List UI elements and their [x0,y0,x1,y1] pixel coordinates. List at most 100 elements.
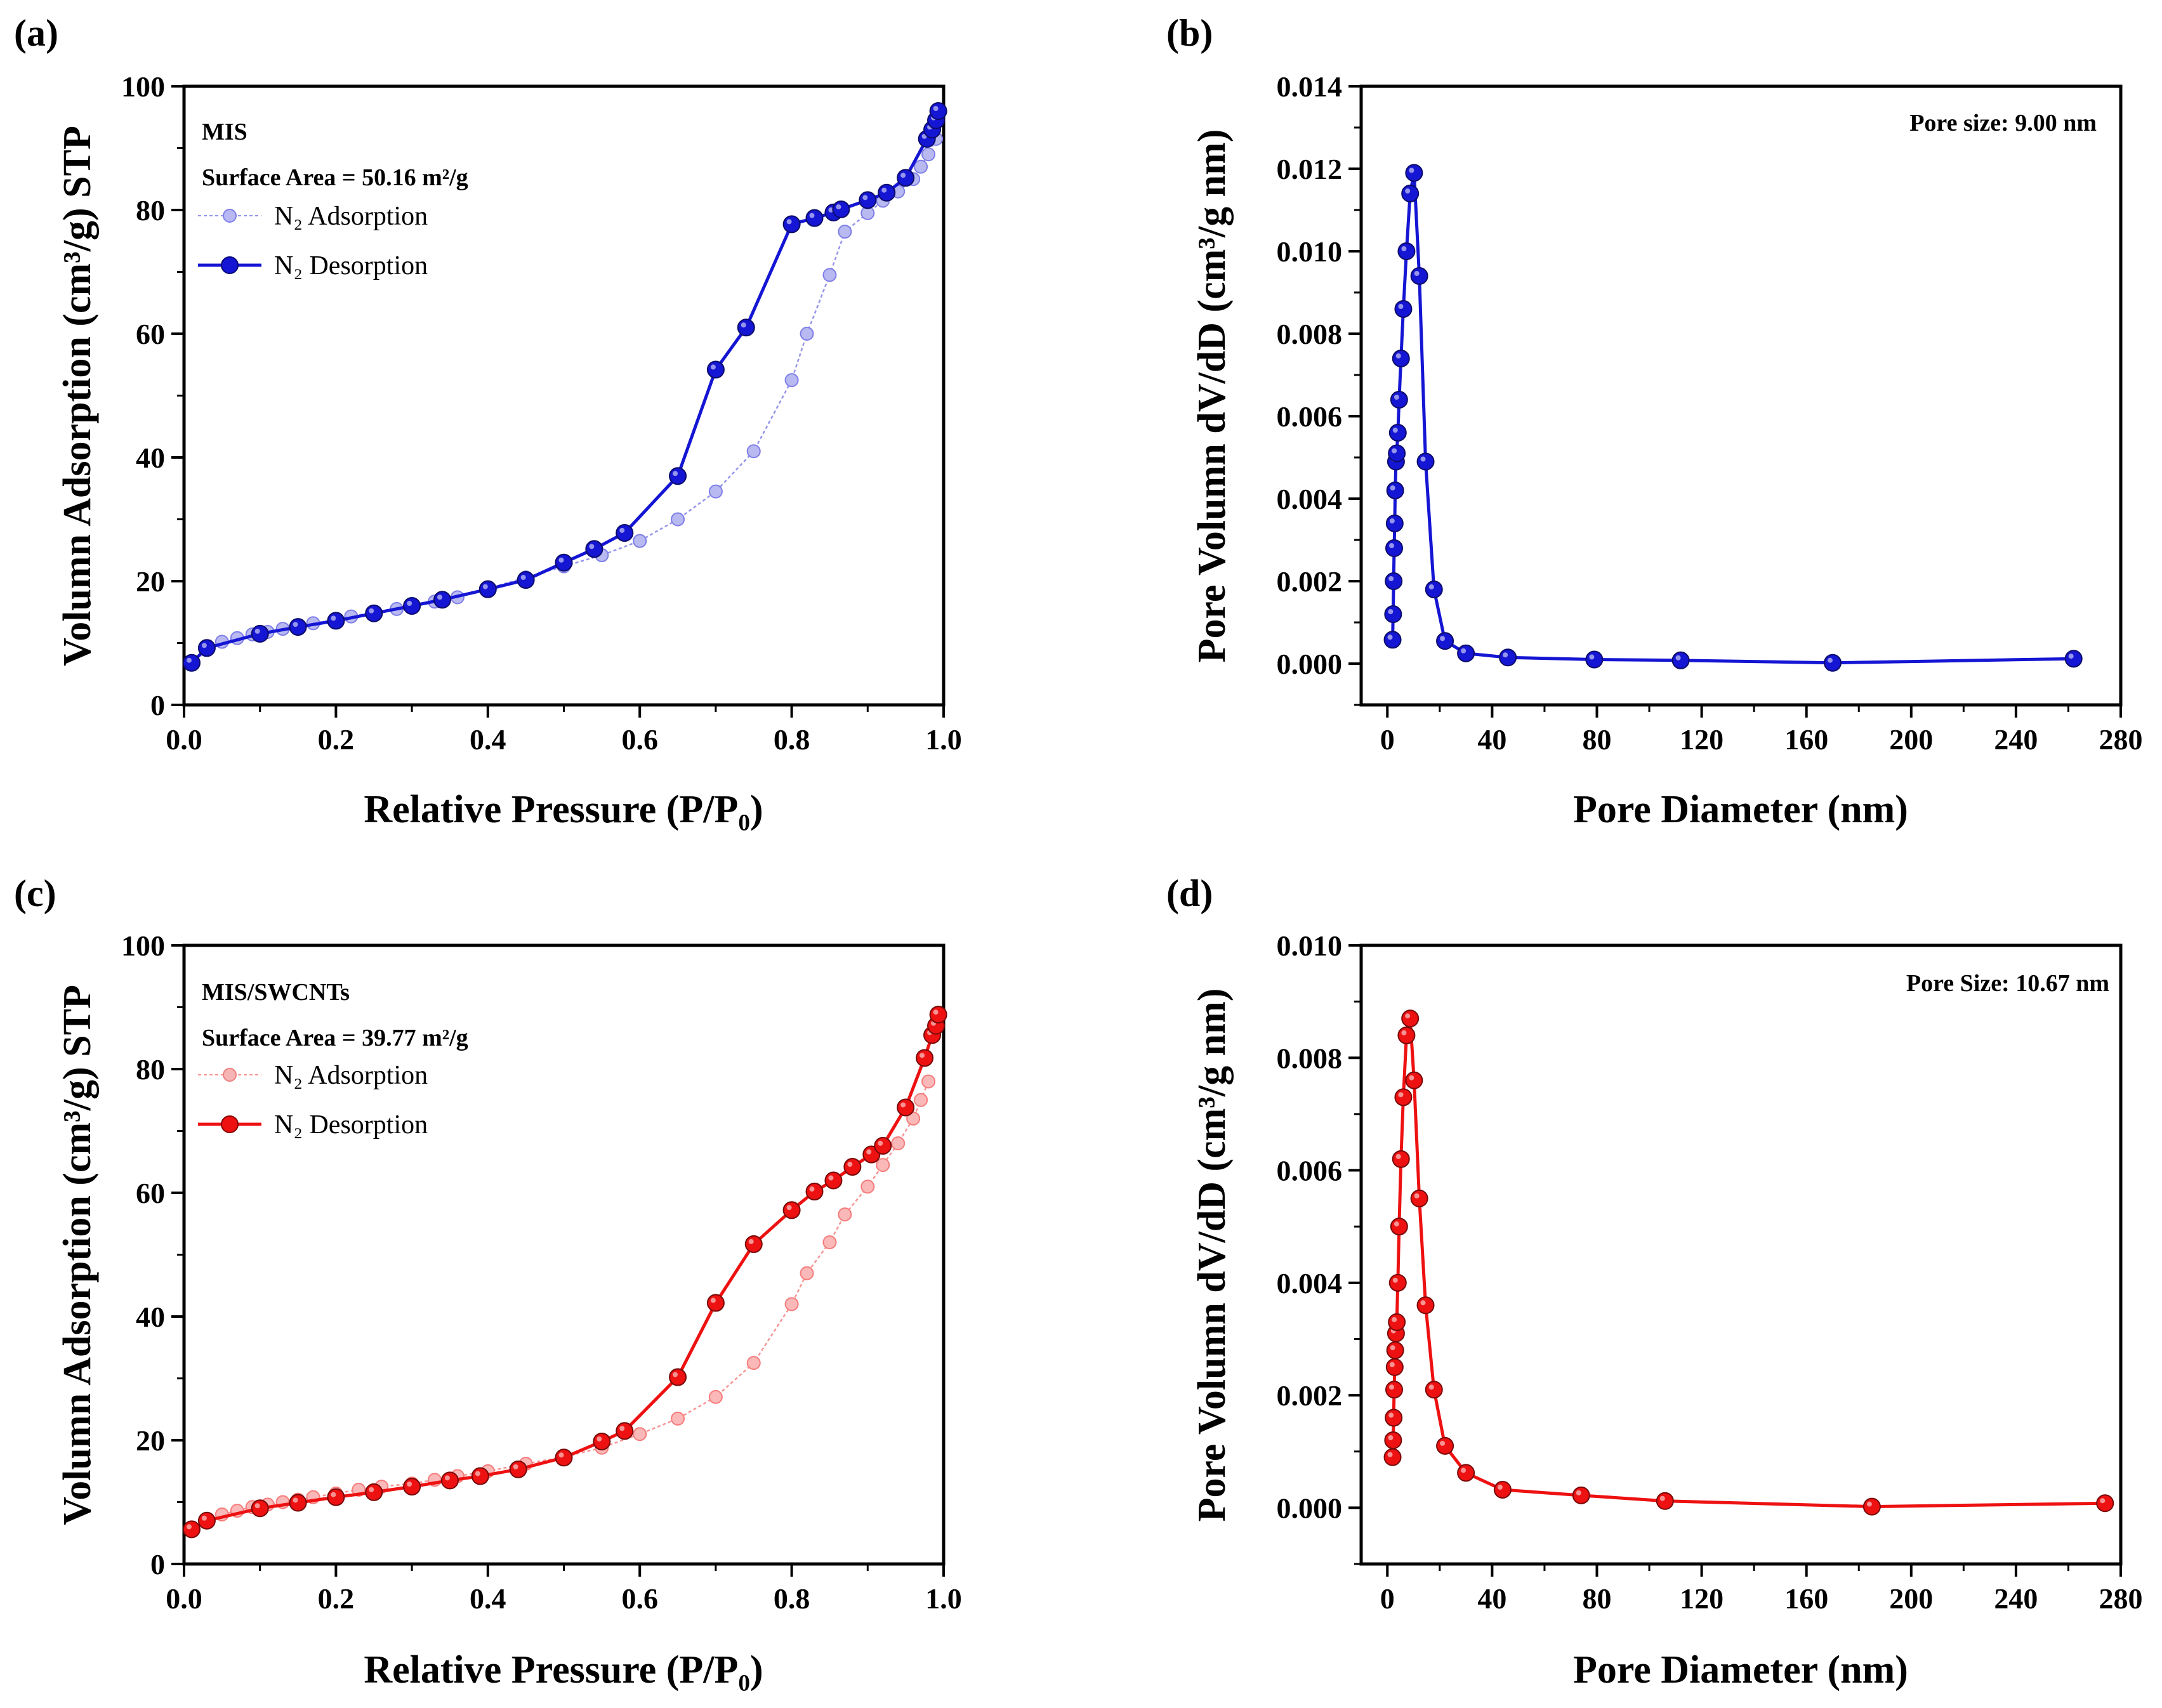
data-point-highlight [1388,609,1394,614]
pore-size-annotation: Pore size: 9.00 nm [1909,110,2097,136]
data-point [1862,1497,1881,1516]
data-point [289,1494,307,1512]
data-point [1410,1189,1428,1207]
data-point-highlight [786,219,792,225]
data-point [706,360,725,379]
pore-size-annotation: Pore Size: 10.67 nm [1906,970,2109,997]
data-point-highlight [862,195,868,200]
data-point-highlight [1389,518,1395,523]
data-point [197,1511,216,1530]
adsorption-point [914,159,928,174]
data-point-highlight [1388,576,1394,581]
data-point-highlight [1398,1092,1404,1098]
y-tick-label: 0.014 [1277,70,1343,103]
data-point-highlight [1440,636,1446,641]
data-point [1410,267,1428,285]
x-tick-label: 240 [1994,1582,2038,1615]
data-point-highlight [1414,271,1420,276]
x-tick-label: 0.6 [621,1582,658,1615]
y-tick-label: 100 [121,930,165,962]
adsorption-point [838,1207,852,1222]
x-axis-label: Relative Pressure (P/P₀) [364,1648,763,1692]
y-tick-label: 20 [136,565,165,598]
legend: N₂ Adsorption N₂ Desorption [198,1061,428,1140]
data-point [1493,1481,1512,1499]
x-tick-label: 0.8 [774,723,810,756]
data-point-highlight [1394,395,1399,400]
panel-c: (c) 0.0 0.2 0.4 0.6 0.8 1.0 0 20 40 60 80 100 Relat… [14,872,962,1692]
data-point-highlight [710,364,716,370]
data-point-highlight [1576,1490,1581,1495]
data-point [1656,1492,1674,1510]
data-point-highlight [1409,168,1414,173]
y-tick-label: 60 [136,1177,165,1209]
data-point-highlight [1675,655,1681,660]
data-point-highlight [1390,485,1395,490]
x-tick-label: 0.0 [166,723,202,756]
data-point [478,580,497,598]
data-point-highlight [828,207,834,213]
data-point-highlight [673,471,678,476]
data-point [1401,185,1420,202]
data-point [874,1136,892,1155]
data-point [1457,1464,1475,1482]
sample-name: MIS [202,119,247,145]
data-point [1457,644,1475,662]
x-tick-label: 280 [2099,723,2143,756]
data-point [555,1449,573,1467]
data-point-highlight [475,1471,480,1476]
data-point [843,1158,862,1176]
data-point-highlight [1827,657,1833,663]
adsorption-point [860,1179,875,1194]
panel-a: (a) 0.0 0.2 0.4 0.6 0.8 1.0 0 20 40 60 80 100 Relat… [14,12,962,831]
y-axis-label: Pore Volumn dV/dD (cm³/g nm) [1190,989,1234,1522]
data-point-highlight [520,575,526,581]
x-tick-label: 160 [1784,723,1828,756]
data-point-highlight [878,1140,883,1146]
data-point-highlight [1392,1277,1398,1283]
data-point-highlight [881,187,887,193]
data-point [737,319,755,337]
data-point-highlight [597,1436,602,1442]
data-point [2096,1494,2114,1513]
data-point-highlight [619,527,625,533]
data-point-highlight [809,213,815,218]
data-point-highlight [1388,1412,1394,1418]
y-tick-label: 0.010 [1277,930,1343,962]
y-tick-label: 0.008 [1277,318,1343,350]
data-point [824,1171,843,1190]
data-point-highlight [1420,456,1426,462]
data-point [1388,1273,1407,1292]
data-point-highlight [1461,1468,1467,1473]
legend-label-adsorption: N₂ Adsorption [274,202,428,231]
data-point [616,1422,634,1440]
data-point [1425,581,1443,598]
data-point-highlight [1395,1153,1401,1159]
data-point [1392,350,1410,367]
y-tick-label: 0.000 [1277,1492,1343,1524]
data-point [1384,1431,1402,1449]
surface-area: Surface Area = 50.16 m²/g [202,164,468,191]
data-point [1397,1026,1416,1044]
data-point [1823,654,1842,672]
data-point-highlight [710,1297,716,1303]
data-point [327,612,345,630]
x-tick-label: 0.0 [166,1582,202,1615]
data-point [916,1049,934,1067]
data-point [805,209,824,227]
data-point [1383,1448,1402,1466]
data-point-highlight [1401,246,1407,251]
data-point [1425,1381,1443,1399]
data-point [182,1520,201,1539]
x-tick-label: 40 [1477,723,1506,756]
data-point-highlight [186,657,192,663]
data-point-highlight [444,1475,450,1481]
data-point [1385,515,1404,532]
data-point-highlight [1497,1485,1503,1490]
adsorption-point [800,327,814,341]
panel-d: (d) 0 40 80 120 160 200 240 280 0.000 0.002 0.004 0… [1166,872,2143,1692]
data-point [616,523,634,542]
data-point-highlight [1440,1440,1446,1446]
adsorption-point [921,147,936,162]
adsorption-point [914,1093,928,1107]
